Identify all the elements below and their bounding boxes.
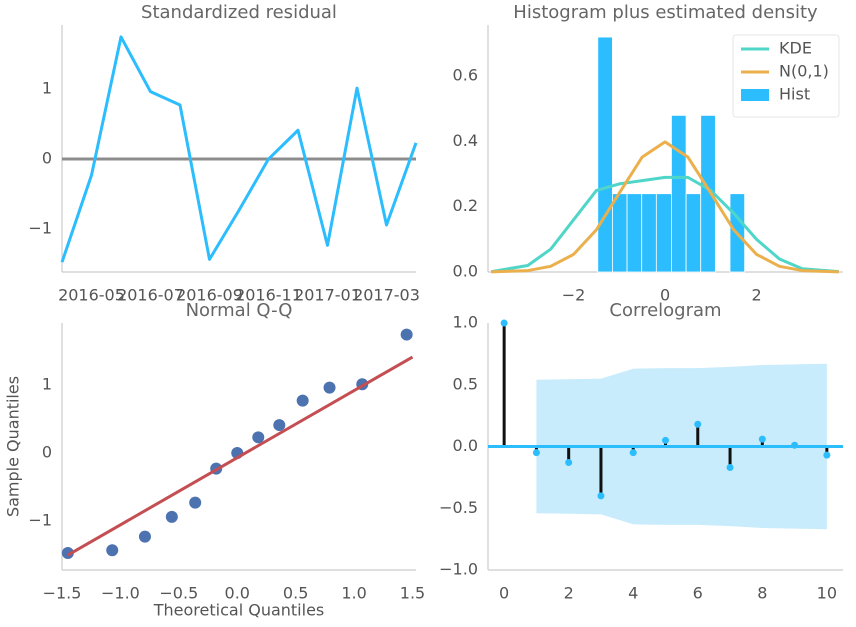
y-tick-label: 0.0	[453, 262, 478, 281]
y-tick-label: 0.4	[453, 131, 478, 150]
hist-bar	[612, 193, 628, 273]
legend-swatch	[741, 89, 769, 101]
x-tick-label: 2016-05	[58, 286, 125, 305]
hist-bar	[641, 193, 657, 273]
stem-marker	[532, 449, 540, 457]
y-tick-label: 0.5	[453, 374, 478, 393]
y-tick-label: 0	[42, 442, 52, 461]
stem-marker	[597, 492, 605, 500]
x-tick-label: 2016-09	[176, 286, 243, 305]
stem-marker	[758, 435, 766, 443]
density-line	[491, 140, 839, 274]
x-tick-label: 8	[757, 584, 767, 603]
qq-point	[165, 510, 178, 523]
y-tick-label: −1	[28, 511, 52, 530]
stem-marker	[726, 463, 734, 471]
hist-bar	[626, 193, 643, 273]
y-tick-label: 1	[42, 78, 52, 97]
stem-marker	[791, 441, 799, 449]
qq-point	[138, 530, 151, 543]
subplot-title: Normal Q-Q	[186, 300, 293, 321]
qq-point	[273, 419, 286, 432]
hist-bar	[597, 36, 613, 273]
qq-point	[106, 544, 119, 557]
qq-point	[400, 328, 413, 341]
x-tick-label: 2	[564, 584, 574, 603]
y-tick-label: 0.6	[453, 66, 478, 85]
y-tick-label: 1.0	[453, 313, 478, 332]
hist-bar	[685, 193, 702, 273]
legend-label: KDE	[779, 39, 812, 58]
x-tick-label: −2	[562, 286, 586, 305]
hist-bar	[671, 114, 687, 273]
density-line	[490, 175, 840, 274]
x-tick-label: 0	[499, 584, 509, 603]
x-tick-label: 0	[660, 286, 670, 305]
hist-bar	[655, 193, 672, 273]
legend-label: N(0,1)	[779, 62, 829, 81]
x-tick-label: −1.5	[43, 584, 82, 603]
x-tick-label: 1.0	[341, 584, 366, 603]
qq-point	[61, 546, 74, 559]
x-tick-label: 10	[817, 584, 837, 603]
y-tick-label: −0.5	[439, 498, 478, 517]
subplot-title: Histogram plus estimated density	[513, 2, 818, 23]
stem-marker	[662, 436, 669, 444]
x-tick-label: 0.0	[225, 584, 250, 603]
stem-marker	[629, 449, 637, 457]
x-tick-label: 2017-03	[353, 286, 420, 305]
y-axis-label: Sample Quantiles	[4, 376, 23, 517]
qq-point	[323, 381, 336, 394]
y-tick-label: −1.0	[439, 560, 478, 579]
stem-marker	[823, 451, 831, 459]
y-tick-label: 0.2	[453, 196, 478, 215]
x-tick-label: 6	[693, 584, 703, 603]
y-tick-label: 1	[42, 374, 52, 393]
residual-line	[60, 35, 418, 263]
y-tick-label: 0	[42, 149, 52, 168]
legend-label: Hist	[779, 85, 810, 104]
y-tick-label: 0.0	[453, 436, 478, 455]
stem-marker	[565, 459, 573, 467]
x-tick-label: 4	[628, 584, 638, 603]
x-tick-label: 2016-07	[117, 286, 184, 305]
x-tick-label: 2016-11	[235, 286, 302, 305]
x-tick-label: 2017-01	[294, 286, 361, 305]
stem-marker	[500, 319, 508, 327]
x-tick-label: 0.5	[283, 584, 308, 603]
x-tick-label: 1.5	[400, 584, 425, 603]
subplot-title: Correlogram	[609, 300, 721, 321]
fit-line	[67, 355, 414, 557]
stem-marker	[694, 420, 702, 428]
x-tick-label: −0.5	[159, 584, 198, 603]
subplot-title: Standardized residual	[141, 2, 337, 23]
qq-point	[296, 394, 309, 407]
x-tick-label: −1.0	[101, 584, 140, 603]
y-tick-label: −1	[28, 219, 52, 238]
qq-point	[252, 431, 265, 444]
x-tick-label: 2	[751, 286, 761, 305]
qq-point	[189, 496, 202, 509]
x-axis-label: Theoretical Quantiles	[153, 601, 325, 620]
